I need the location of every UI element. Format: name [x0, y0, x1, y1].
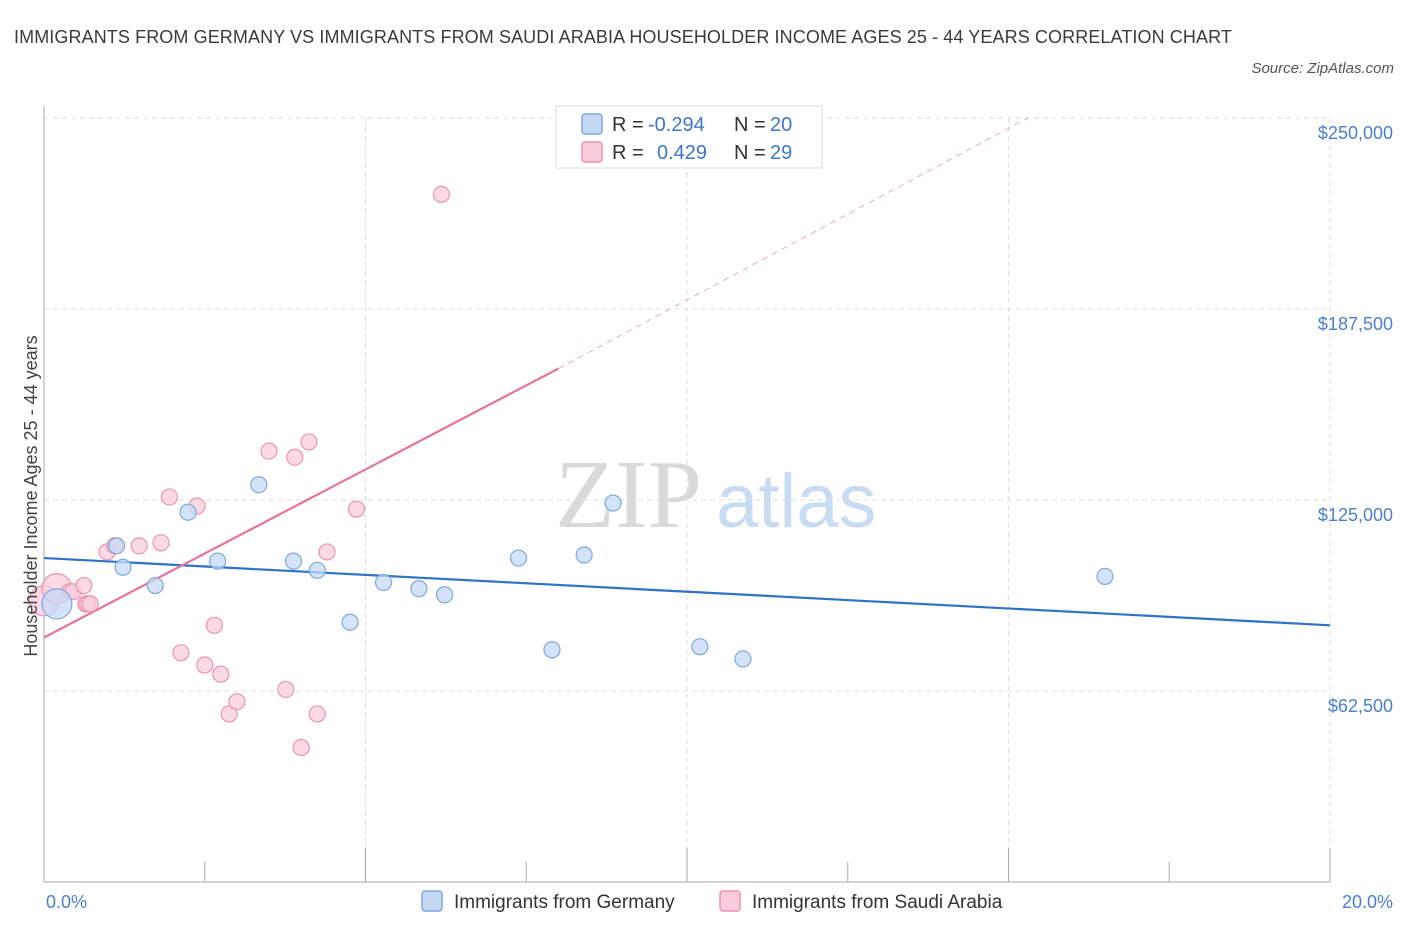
point-saudi-24: [300, 433, 318, 451]
legend-swatch-saudi: [581, 141, 603, 163]
point-saudi-10: [130, 537, 148, 555]
legend-n-value-1: 20: [770, 114, 792, 136]
y-tick-label-2: $187,500: [1318, 314, 1393, 334]
point-saudi-13: [172, 644, 190, 662]
data-points: [28, 185, 1114, 757]
point-saudi-15: [196, 656, 214, 674]
legend-r-label-2: R =: [612, 142, 644, 164]
point-saudi-25: [308, 705, 326, 723]
series-legend-swatch-saudi: [719, 890, 741, 912]
y-tick-label-3: $250,000: [1318, 123, 1393, 143]
point-saudi-17: [212, 665, 230, 683]
point-germany-7: [284, 552, 303, 570]
point-germany-17: [691, 638, 709, 656]
point-germany-5: [209, 552, 227, 570]
legend-r-value-1: -0.294: [648, 114, 705, 136]
y-tick-label-0: $62,500: [1328, 696, 1393, 716]
axes: [43, 106, 1331, 883]
point-saudi-19: [228, 693, 246, 711]
point-germany-18: [734, 650, 752, 668]
point-germany-6: [250, 476, 268, 494]
point-germany-3: [146, 576, 164, 595]
point-germany-16: [604, 494, 622, 512]
y-tick-label-1: $125,000: [1318, 505, 1393, 525]
point-saudi-12: [160, 488, 178, 506]
point-germany-2: [114, 558, 132, 576]
x-tick-label-0: 0.0%: [46, 892, 87, 912]
correlation-legend: R = -0.294 N = 20 R = 0.429 N = 29: [555, 105, 823, 169]
point-saudi-4: [75, 576, 93, 595]
chart-title: IMMIGRANTS FROM GERMANY VS IMMIGRANTS FR…: [14, 27, 1232, 47]
tick-labels: $62,500 $125,000 $187,500 $250,000 0.0% 20.0%: [46, 123, 1393, 912]
point-saudi-11: [152, 534, 170, 552]
legend-n-label-2: N =: [734, 142, 766, 164]
point-saudi-26: [318, 543, 336, 561]
trend-line-saudi: [43, 367, 559, 639]
legend-n-value-2: 29: [770, 142, 792, 164]
point-saudi-22: [286, 448, 304, 466]
trend-line-germany: [43, 556, 1331, 627]
series-legend-swatch-germany: [421, 890, 443, 912]
point-saudi-18: [220, 705, 238, 723]
point-saudi-7: [81, 595, 99, 613]
point-germany-13: [509, 549, 528, 567]
legend-n-label-1: N =: [734, 114, 766, 136]
point-germany-14: [543, 641, 561, 659]
point-germany-4: [179, 503, 197, 521]
series-legend-label-germany: Immigrants from Germany: [454, 892, 675, 913]
point-saudi-27: [347, 500, 366, 518]
grid-lines: [44, 117, 1331, 882]
point-germany-9: [341, 613, 359, 631]
point-germany-11: [410, 580, 428, 598]
point-saudi-21: [277, 680, 295, 699]
point-germany-1: [108, 537, 126, 555]
trend-lines: [43, 117, 1331, 639]
point-saudi-28: [432, 185, 450, 203]
series-legend-label-saudi: Immigrants from Saudi Arabia: [752, 892, 1003, 913]
legend-swatch-germany: [581, 113, 603, 135]
series-legend: Immigrants from Germany Immigrants from …: [421, 890, 1003, 913]
x-tick-label-1: 20.0%: [1342, 892, 1393, 912]
legend-r-value-2: 0.429: [657, 142, 707, 164]
watermark-atlas: atlas: [716, 459, 877, 544]
watermark-zip: ZIP: [555, 441, 702, 549]
legend-r-label-1: R =: [612, 114, 644, 136]
point-germany-12: [435, 586, 454, 604]
point-saudi-20: [260, 442, 278, 460]
trend-line-saudi-extension: [558, 117, 1029, 370]
point-saudi-16: [205, 616, 223, 634]
point-germany-0: [41, 588, 73, 620]
y-axis-title: Householder Income Ages 25 - 44 years: [21, 335, 41, 656]
point-saudi-23: [292, 738, 310, 757]
point-germany-15: [575, 546, 593, 564]
point-germany-19: [1096, 567, 1114, 586]
chart-source: Source: ZipAtlas.com: [1251, 60, 1394, 77]
point-germany-8: [308, 561, 326, 579]
point-germany-10: [374, 573, 393, 592]
